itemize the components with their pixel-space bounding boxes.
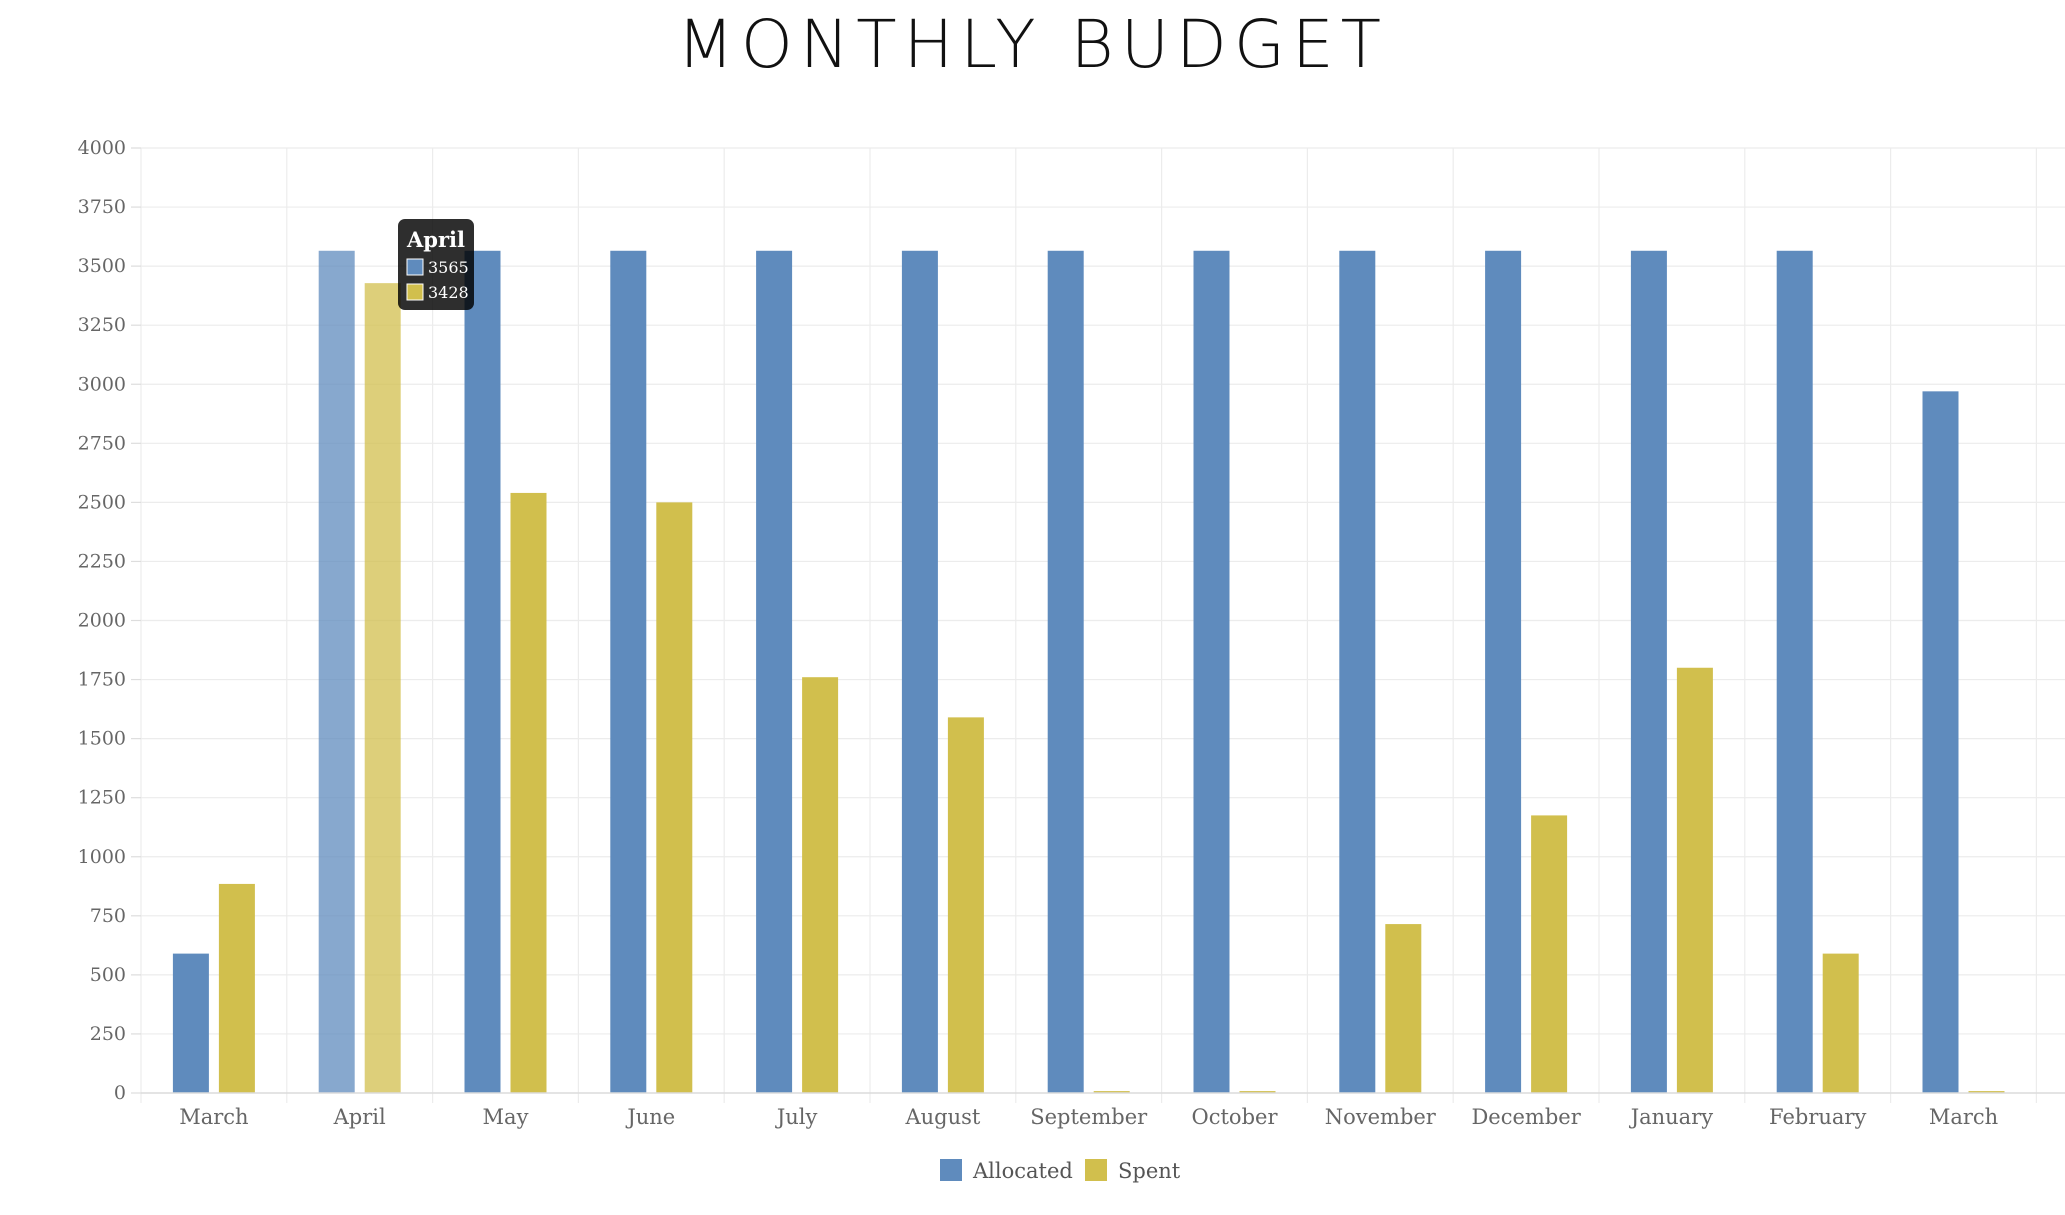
y-tick-label: 0 xyxy=(114,1082,126,1104)
y-tick-label: 750 xyxy=(90,905,126,927)
y-tick-label: 3250 xyxy=(78,314,126,336)
legend-label-allocated[interactable]: Allocated xyxy=(972,1159,1073,1183)
tooltip-value: 3428 xyxy=(428,283,469,302)
y-tick-label: 2250 xyxy=(78,550,126,572)
bar-allocated-march[interactable] xyxy=(172,953,209,1093)
bar-spent-august[interactable] xyxy=(947,717,984,1093)
bar-spent-november[interactable] xyxy=(1385,924,1422,1093)
y-tick-label: 3000 xyxy=(78,373,126,395)
x-axis: March April May June July August September Octo… xyxy=(141,1092,2065,1129)
bar-spent-march[interactable] xyxy=(1968,1091,2005,1093)
legend: Allocated Spent xyxy=(940,1159,1181,1183)
bar-spent-october[interactable] xyxy=(1239,1091,1276,1093)
y-tick-label: 250 xyxy=(90,1023,126,1045)
y-tick-label: 1500 xyxy=(78,728,126,750)
y-tick-label: 2500 xyxy=(78,491,126,513)
bar-spent-january[interactable] xyxy=(1676,667,1713,1093)
x-tick-label: November xyxy=(1325,1105,1437,1129)
y-tick-label: 1000 xyxy=(78,846,126,868)
x-tick-label: July xyxy=(775,1105,818,1129)
bar-allocated-november[interactable] xyxy=(1339,250,1376,1094)
tooltip-swatch xyxy=(406,283,424,301)
bar-spent-march[interactable] xyxy=(218,883,255,1093)
bar-allocated-february[interactable] xyxy=(1776,250,1813,1094)
y-tick-label: 1250 xyxy=(78,787,126,809)
bar-spent-february[interactable] xyxy=(1822,953,1859,1093)
legend-label-spent[interactable]: Spent xyxy=(1118,1159,1181,1183)
x-tick-label: June xyxy=(625,1105,675,1129)
y-tick-label: 4000 xyxy=(78,137,126,159)
y-tick-label: 1750 xyxy=(78,669,126,691)
bar-allocated-may[interactable] xyxy=(464,250,501,1094)
chart-title: MONTHLY BUDGET xyxy=(676,6,1388,83)
bar-allocated-june[interactable] xyxy=(610,250,647,1094)
grid-lines xyxy=(140,147,2065,1103)
x-tick-label: April xyxy=(333,1105,386,1129)
y-tick-label: 2000 xyxy=(78,610,126,632)
x-tick-label: August xyxy=(904,1105,980,1129)
x-tick-label: March xyxy=(1929,1105,1998,1129)
bar-allocated-january[interactable] xyxy=(1630,250,1667,1094)
y-tick-label: 3500 xyxy=(78,255,126,277)
bar-allocated-august[interactable] xyxy=(901,250,938,1094)
x-tick-label: September xyxy=(1030,1105,1148,1129)
x-tick-label: February xyxy=(1769,1105,1866,1129)
bar-allocated-july[interactable] xyxy=(756,250,793,1094)
bar-allocated-october[interactable] xyxy=(1193,250,1230,1094)
bar-allocated-september[interactable] xyxy=(1047,250,1084,1094)
bar-spent-april[interactable] xyxy=(364,283,401,1093)
tooltip-value: 3565 xyxy=(428,258,469,277)
x-tick-label: May xyxy=(483,1105,529,1129)
bar-allocated-december[interactable] xyxy=(1485,250,1522,1094)
bar-spent-december[interactable] xyxy=(1531,815,1568,1093)
bar-spent-june[interactable] xyxy=(656,502,693,1093)
x-tick-label: January xyxy=(1629,1105,1714,1129)
legend-swatch-spent[interactable] xyxy=(1085,1159,1107,1181)
tooltip-swatch xyxy=(406,258,424,276)
legend-swatch-allocated[interactable] xyxy=(940,1159,962,1181)
bar-spent-july[interactable] xyxy=(802,677,839,1093)
y-tick-label: 3750 xyxy=(78,196,126,218)
tooltip: April 3565 3428 xyxy=(398,219,474,310)
y-tick-label: 2750 xyxy=(78,432,126,454)
bar-spent-september[interactable] xyxy=(1093,1091,1130,1093)
bar-spent-may[interactable] xyxy=(510,492,547,1093)
y-tick-label: 500 xyxy=(90,964,126,986)
bar-allocated-march[interactable] xyxy=(1922,391,1959,1093)
y-axis: 0 250 500 750 1000 1250 1500 1750 2000 2250 2500 27… xyxy=(78,137,141,1104)
x-tick-label: December xyxy=(1471,1105,1581,1129)
x-tick-label: March xyxy=(179,1105,248,1129)
tooltip-title: April xyxy=(406,227,465,252)
x-tick-label: October xyxy=(1192,1105,1279,1129)
bars xyxy=(172,250,2005,1094)
bar-allocated-april[interactable] xyxy=(318,250,355,1094)
